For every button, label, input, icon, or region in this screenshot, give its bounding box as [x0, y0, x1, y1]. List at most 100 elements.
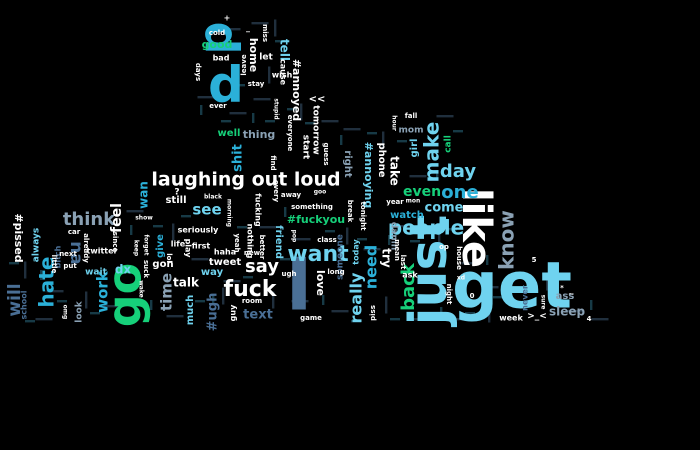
cloud-word: twitter: [87, 247, 118, 256]
cloud-word: fall: [405, 112, 418, 120]
filler-mark: [103, 305, 121, 308]
cloud-word: _: [246, 24, 250, 33]
filler-mark: [243, 276, 253, 279]
cloud-word: cold: [209, 29, 225, 37]
filler-mark: [126, 210, 144, 213]
filler-mark: [388, 235, 391, 245]
filler-mark: [90, 312, 100, 315]
filler-mark: [465, 312, 475, 315]
cloud-word: +: [224, 14, 231, 23]
cloud-word: well: [218, 128, 241, 139]
filler-mark: [331, 310, 349, 313]
cloud-word: leave: [240, 54, 248, 75]
cloud-word: say: [245, 256, 279, 277]
cloud-word: tweet: [209, 257, 242, 268]
cloud-word: give: [155, 234, 166, 258]
cloud-word: piss: [369, 305, 377, 321]
cloud-word: never: [521, 285, 530, 311]
cloud-word: forget: [143, 235, 150, 256]
cloud-word: 0: [470, 292, 475, 300]
cloud-word: long: [327, 268, 344, 276]
cloud-word: day: [440, 161, 476, 182]
cloud-word: guy: [229, 304, 238, 321]
cloud-word: since: [111, 232, 119, 253]
filler-mark: [440, 307, 443, 317]
cloud-word: bitch: [54, 245, 63, 268]
cloud-word: show: [135, 215, 153, 222]
cloud-word: like: [453, 188, 499, 268]
cloud-word: wan: [137, 181, 151, 209]
cloud-word: friend: [273, 225, 284, 259]
cloud-word: little: [50, 255, 58, 274]
filler-mark: [253, 98, 271, 101]
cloud-word: #pissed: [12, 213, 25, 262]
cloud-word: 4: [587, 315, 592, 323]
cloud-word: think: [63, 209, 116, 230]
cloud-word: every: [272, 180, 280, 203]
filler-mark: [436, 115, 454, 118]
cloud-word: way: [201, 267, 224, 278]
filler-mark: [181, 215, 191, 218]
filler-mark: [391, 225, 409, 228]
cloud-word: I: [286, 243, 313, 327]
filler-mark: [229, 112, 247, 115]
filler-mark: [367, 132, 377, 135]
cloud-word: watch: [390, 210, 424, 221]
filler-mark: [280, 258, 290, 261]
cloud-word: sure: [540, 295, 547, 310]
cloud-word: game: [300, 314, 322, 322]
cloud-word: talk: [173, 276, 200, 290]
cloud-word: much: [185, 295, 196, 326]
cloud-word: hour: [391, 115, 398, 131]
cloud-word: #annoyed: [290, 59, 303, 121]
filler-mark: [488, 305, 491, 323]
cloud-word: <<: [309, 94, 326, 105]
cloud-word: lol: [165, 253, 173, 263]
filler-mark: [300, 103, 303, 121]
filler-mark: [272, 291, 275, 309]
cloud-word: take: [388, 156, 402, 186]
filler-mark: [24, 261, 27, 279]
cloud-word: tomorrow: [311, 105, 321, 154]
cloud-word: stupid: [273, 98, 280, 119]
filler-mark: [223, 28, 241, 31]
filler-mark: [284, 207, 287, 217]
cloud-word: life: [171, 240, 186, 249]
cloud-word: even: [403, 184, 441, 200]
filler-mark: [385, 296, 388, 314]
cloud-word: school: [20, 290, 29, 319]
cloud-word: house: [455, 246, 463, 270]
cloud-word: people: [388, 216, 464, 240]
cloud-word: last: [399, 255, 407, 270]
cloud-word: week: [499, 314, 523, 323]
filler-mark: [197, 96, 215, 99]
cloud-word: girl: [409, 139, 420, 158]
cloud-word: year: [386, 198, 404, 206]
cloud-word: put: [63, 262, 77, 270]
cloud-word: feel: [109, 203, 125, 233]
filler-mark: [553, 300, 563, 303]
cloud-word: class: [317, 236, 337, 244]
filler-mark: [481, 286, 499, 289]
cloud-word: will: [5, 283, 25, 316]
filler-mark: [436, 170, 439, 180]
cloud-word: find: [269, 155, 277, 170]
filler-mark: [237, 226, 247, 229]
cloud-word: miss: [261, 24, 269, 42]
filler-mark: [321, 120, 339, 123]
filler-mark: [390, 318, 400, 321]
cloud-word: phone: [376, 142, 387, 177]
cloud-word: home: [247, 38, 260, 72]
cloud-word: tonight: [359, 202, 367, 232]
cloud-word: text: [243, 308, 273, 323]
cloud-word: thing: [243, 128, 276, 141]
filler-mark: [546, 273, 549, 291]
cloud-word: one: [441, 182, 478, 203]
cloud-word: new: [244, 249, 261, 257]
cloud-word: wait: [85, 268, 107, 278]
filler-mark: [409, 175, 427, 178]
cloud-word: mon: [406, 198, 421, 205]
